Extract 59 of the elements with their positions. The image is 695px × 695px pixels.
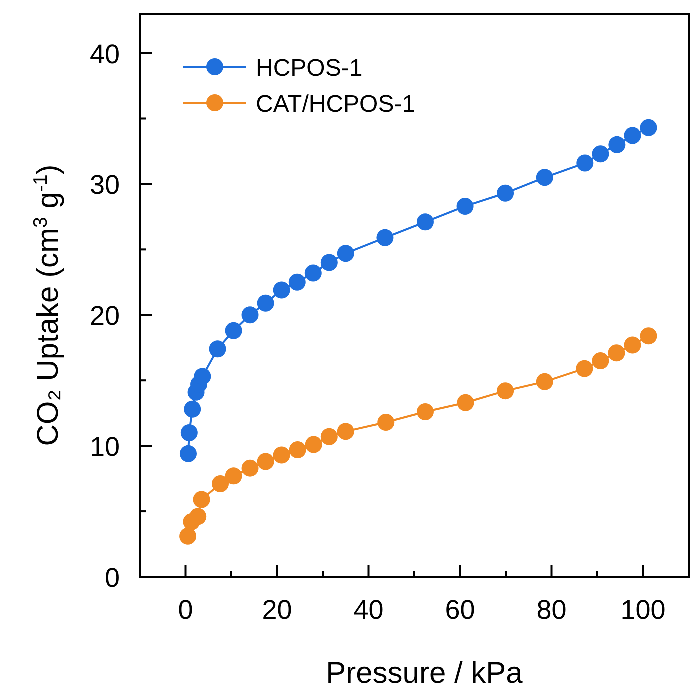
point xyxy=(592,352,610,370)
x-tick-label: 40 xyxy=(354,595,384,625)
point xyxy=(576,360,594,378)
point xyxy=(225,322,242,340)
y-tick-label: 0 xyxy=(104,563,120,593)
y-tick-label: 20 xyxy=(90,301,120,332)
point xyxy=(305,436,322,454)
point xyxy=(624,336,642,354)
point xyxy=(304,264,322,282)
point xyxy=(212,476,230,493)
point xyxy=(592,146,610,163)
point xyxy=(320,254,338,272)
point xyxy=(576,154,594,172)
point xyxy=(536,169,554,186)
point xyxy=(184,400,202,418)
point xyxy=(640,328,658,345)
point xyxy=(273,282,290,299)
point xyxy=(376,229,394,246)
x-tick-label: 100 xyxy=(620,595,666,625)
point xyxy=(242,460,259,477)
point xyxy=(180,528,197,545)
point xyxy=(190,508,207,526)
point xyxy=(497,382,514,400)
point xyxy=(337,245,354,262)
x-tick-label: 20 xyxy=(262,595,292,625)
point xyxy=(608,136,626,154)
point xyxy=(608,344,626,362)
point xyxy=(378,414,395,431)
point xyxy=(497,184,514,202)
point xyxy=(193,491,210,508)
point xyxy=(209,340,226,358)
point xyxy=(457,394,474,412)
point xyxy=(289,442,306,458)
legend-label: CAT/HCPOS-1 xyxy=(256,91,416,118)
point xyxy=(257,294,274,312)
point xyxy=(640,119,658,136)
point xyxy=(624,127,642,144)
x-tick-label: 80 xyxy=(536,595,567,625)
legend-label: HCPOS-1 xyxy=(256,55,363,82)
point xyxy=(242,306,259,324)
point xyxy=(225,468,242,485)
x-tick-label: 0 xyxy=(178,595,194,625)
x-axis-title: Pressure / kPa xyxy=(326,657,524,690)
point xyxy=(180,445,197,462)
point xyxy=(288,274,306,291)
y-tick-label: 40 xyxy=(90,39,120,70)
point xyxy=(416,214,434,231)
point xyxy=(180,424,198,442)
y-tick-label: 30 xyxy=(90,170,120,200)
point xyxy=(416,404,434,421)
point xyxy=(257,453,274,470)
point xyxy=(320,428,338,446)
point xyxy=(456,198,474,215)
point xyxy=(337,423,354,440)
x-tick-label: 60 xyxy=(445,595,476,625)
point xyxy=(536,373,554,390)
point xyxy=(194,368,212,386)
y-tick-label: 10 xyxy=(90,432,120,462)
point xyxy=(273,446,290,464)
